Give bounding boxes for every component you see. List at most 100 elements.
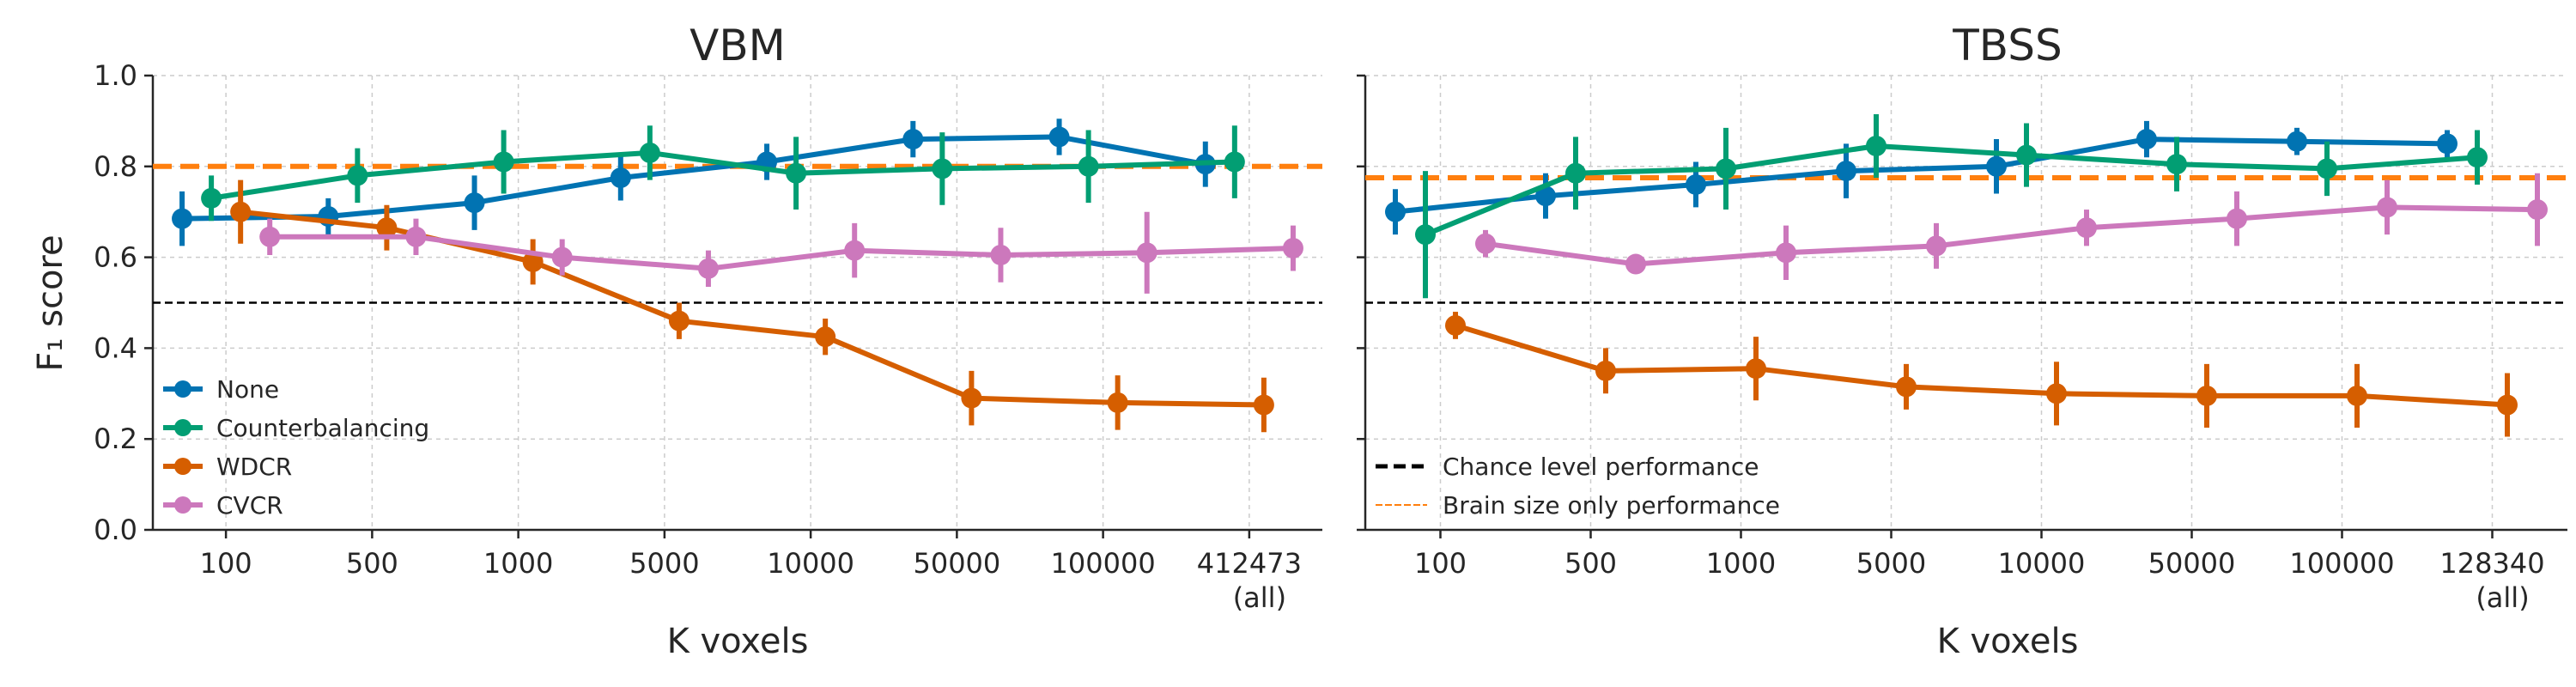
- data-point: [201, 187, 222, 209]
- data-point: [2136, 129, 2157, 150]
- data-point: [1836, 161, 1856, 182]
- y-tick-label: 0.0: [94, 514, 137, 546]
- series-line: [1424, 143, 2478, 237]
- x-tick-label: 128340: [2439, 547, 2544, 580]
- data-point: [1224, 151, 1245, 173]
- tbss-panel: TBSS K voxels 100 500 1000 5000 10000 50000 10…: [1357, 21, 2567, 661]
- legend-label: Chance level performance: [1443, 453, 1759, 481]
- data-point: [697, 258, 719, 279]
- series-line: [1485, 204, 2538, 267]
- data-point: [1625, 253, 1646, 275]
- data-point: [172, 208, 193, 229]
- data-point: [902, 129, 924, 150]
- data-point: [639, 142, 660, 163]
- data-point: [1445, 314, 1466, 336]
- x-tick-label: 50000: [913, 547, 1000, 580]
- data-point: [376, 217, 398, 239]
- data-point: [1282, 238, 1303, 259]
- data-point: [844, 240, 866, 261]
- data-point: [961, 387, 982, 409]
- y-tick-label: 0.2: [94, 423, 137, 455]
- data-point: [990, 244, 1012, 265]
- data-point: [1107, 392, 1128, 413]
- data-point: [2437, 133, 2458, 155]
- x-tick-label: 100: [1414, 547, 1467, 580]
- vbm-panel: VBM K voxels F₁ score 0.0 0.2 0.4 0.6 0.8 1.0…: [31, 21, 1322, 661]
- x-tick-label: 10000: [1998, 547, 2086, 580]
- x-axis-label: K voxels: [667, 622, 809, 661]
- data-point: [1926, 235, 1947, 257]
- data-point: [2527, 199, 2548, 221]
- x-tick-label: 500: [1564, 547, 1617, 580]
- data-point: [2166, 154, 2187, 175]
- panel-title: TBSS: [1952, 21, 2062, 70]
- data-point: [2377, 197, 2397, 218]
- y-tick-label: 1.0: [94, 59, 137, 92]
- x-tick-label: 5000: [1856, 547, 1926, 580]
- legend-marker: [174, 380, 191, 398]
- data-point: [230, 201, 252, 222]
- series-line: [1394, 137, 2448, 215]
- data-point: [786, 162, 807, 184]
- data-point: [2046, 383, 2067, 404]
- data-point: [1415, 224, 1436, 246]
- legend-label: None: [216, 375, 279, 404]
- data-point: [1896, 376, 1917, 398]
- legend-label: CVCR: [216, 491, 283, 520]
- data-point: [1136, 242, 1157, 264]
- x-axis-label: K voxels: [1937, 622, 2079, 661]
- legend-label: Brain size only performance: [1443, 491, 1780, 520]
- x-tick-sublabel: (all): [2476, 581, 2529, 614]
- data-point: [1595, 360, 1616, 381]
- data-point: [405, 226, 427, 247]
- data-point: [1535, 185, 1556, 207]
- legend-marker: [174, 496, 191, 514]
- legend-marker: [174, 458, 191, 475]
- data-point: [1686, 173, 1706, 195]
- data-point: [1565, 162, 1586, 184]
- y-tick-label: 0.8: [94, 150, 137, 183]
- legend-marker: [174, 419, 191, 436]
- data-point: [2317, 158, 2337, 179]
- y-tick-label: 0.6: [94, 241, 137, 274]
- data-point: [1746, 358, 1766, 380]
- y-tick-label: 0.4: [94, 331, 137, 364]
- data-point: [1776, 242, 1796, 264]
- data-point: [815, 326, 836, 348]
- data-point: [668, 310, 690, 331]
- data-point: [2467, 147, 2488, 168]
- data-point: [1866, 135, 1886, 156]
- y-axis-label: F₁ score: [31, 234, 70, 371]
- x-tick-label: 100000: [2289, 547, 2394, 580]
- data-point: [1078, 155, 1099, 177]
- x-tick-label: 412473: [1197, 547, 1302, 580]
- data-point: [259, 226, 281, 247]
- data-point: [493, 151, 514, 173]
- data-point: [2196, 385, 2217, 406]
- legend-label: Counterbalancing: [216, 414, 429, 442]
- data-point: [2227, 208, 2247, 229]
- data-point: [2076, 217, 2097, 239]
- series-line: [182, 134, 1206, 222]
- data-point: [551, 246, 573, 268]
- data-point: [2497, 394, 2518, 416]
- data-point: [1475, 233, 1496, 254]
- x-tick-label: 500: [346, 547, 398, 580]
- x-tick-label: 5000: [629, 547, 699, 580]
- data-point: [1048, 126, 1070, 148]
- x-tick-label: 1000: [1706, 547, 1776, 580]
- data-point: [2016, 144, 2037, 166]
- x-tick-label: 1000: [483, 547, 553, 580]
- data-point: [522, 251, 544, 272]
- data-point: [1716, 158, 1736, 179]
- x-tick-label: 10000: [767, 547, 854, 580]
- data-point: [347, 165, 368, 186]
- data-point: [2347, 385, 2367, 406]
- data-point: [1385, 201, 1406, 222]
- data-point: [1986, 155, 2007, 177]
- data-point: [610, 167, 631, 189]
- series-line: [240, 209, 1264, 408]
- series-line: [210, 149, 1235, 201]
- legend-label: WDCR: [216, 453, 292, 481]
